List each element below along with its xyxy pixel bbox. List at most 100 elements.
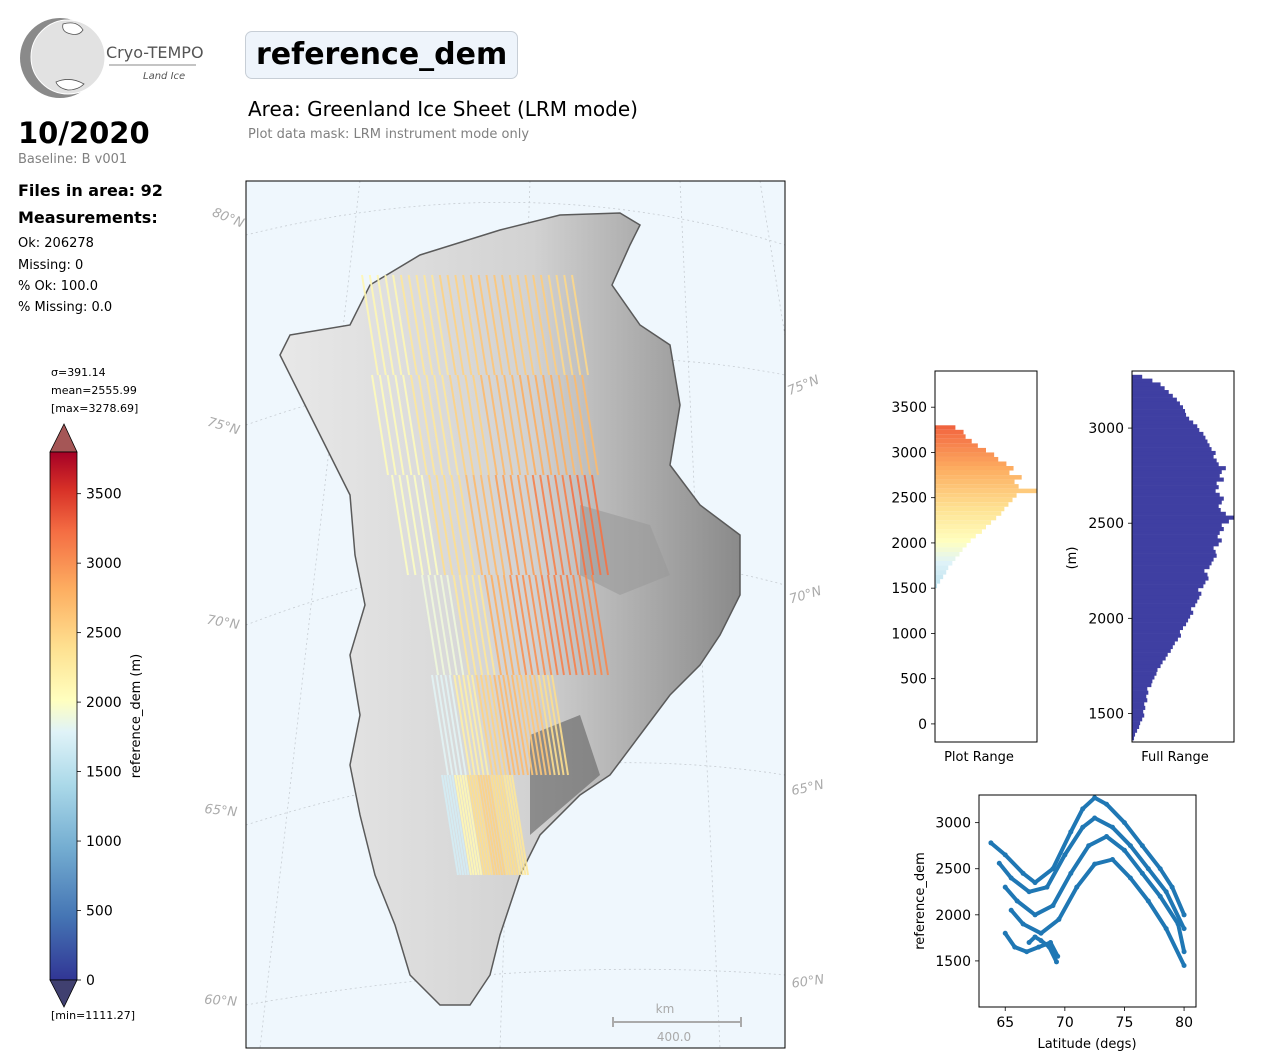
colorbar-tick-label: 3000 <box>86 556 122 572</box>
scatter-series <box>991 798 1184 915</box>
plot-range-bar <box>935 452 994 457</box>
plot-range-ytick-label: 2500 <box>891 491 927 507</box>
full-range-bar <box>1132 394 1173 398</box>
scatter-point <box>1009 875 1014 880</box>
full-range-bar <box>1132 386 1165 390</box>
full-range-bar <box>1132 455 1214 459</box>
full-range-bar <box>1132 687 1147 691</box>
full-range-bar <box>1132 459 1217 463</box>
plot-range-bar <box>935 502 1008 507</box>
full-range-ytick-label: 3000 <box>1088 421 1124 437</box>
plot-range-bar <box>935 484 1019 489</box>
scatter-point <box>1068 829 1073 834</box>
plot-range-bar <box>935 552 959 557</box>
full-range-bar <box>1132 603 1195 607</box>
full-range-bar <box>1132 401 1180 405</box>
plot-range-ytick-label: 3500 <box>891 400 927 416</box>
scatter-point <box>1003 885 1008 890</box>
plot-range-bar <box>935 566 948 571</box>
scatter-point <box>1074 885 1079 890</box>
scatter-point <box>1122 820 1127 825</box>
full-range-xlabel: Full Range <box>1141 750 1209 765</box>
scatter-point <box>1182 963 1187 968</box>
colorbar-tick-label: 500 <box>86 904 113 920</box>
scatter-xtick-label: 70 <box>1056 1015 1074 1031</box>
colorbar-extend-min <box>50 980 77 1007</box>
scatter-point <box>1068 871 1073 876</box>
scatter-point <box>1080 825 1085 830</box>
scatter-xtick-label: 75 <box>1116 1015 1134 1031</box>
scale-value: 400.0 <box>657 1030 691 1044</box>
plot-range-bar <box>935 457 998 462</box>
plot-range-bar <box>935 443 978 448</box>
full-range-bar <box>1132 576 1209 580</box>
full-range-bar <box>1132 375 1142 379</box>
full-range-bar <box>1132 706 1145 710</box>
lat-label-70n-left: 70°N <box>206 613 241 634</box>
full-range-bar <box>1132 512 1226 516</box>
full-range-bar <box>1132 660 1163 664</box>
scatter-point <box>1033 880 1038 885</box>
full-range-bar <box>1132 451 1216 455</box>
full-range-bar <box>1132 729 1137 733</box>
scatter-point <box>1015 899 1020 904</box>
full-range-bar <box>1132 485 1219 489</box>
full-range-bar <box>1132 447 1212 451</box>
scatter-xtick-label: 80 <box>1175 1015 1193 1031</box>
scatter-series <box>1005 837 1184 952</box>
scatter-point <box>1033 934 1038 939</box>
full-range-bar <box>1132 596 1199 600</box>
full-range-bar <box>1132 390 1169 394</box>
plot-range-bar <box>935 561 952 566</box>
scatter-point <box>1176 922 1181 927</box>
full-range-bar <box>1132 664 1161 668</box>
plot-range-bar <box>935 520 991 525</box>
plot-range-ytick-label: 500 <box>900 672 927 688</box>
full-range-bar <box>1132 584 1203 588</box>
full-range-bar <box>1132 439 1207 443</box>
scatter-point <box>1128 875 1133 880</box>
colorbar-label: reference_dem (m) <box>129 654 144 778</box>
full-range-bar <box>1132 565 1210 569</box>
scatter-point <box>1039 931 1044 936</box>
plot-range-bar <box>935 516 996 521</box>
scatter-point <box>1033 912 1038 917</box>
full-range-bar <box>1132 493 1220 497</box>
scatter-point <box>988 840 993 845</box>
scatter-point <box>1170 885 1175 890</box>
full-range-bar <box>1132 653 1168 657</box>
plot-range-histogram: 0 500 1000 1500 2000 2500 3000 3500 Plot Range <box>870 360 1055 780</box>
plot-range-bar <box>935 538 971 543</box>
full-range-bar <box>1132 694 1146 698</box>
full-range-bar <box>1132 618 1188 622</box>
scatter-point <box>1003 852 1008 857</box>
full-range-bar <box>1132 504 1219 508</box>
plot-range-bar <box>935 448 986 453</box>
full-range-bar <box>1132 466 1226 470</box>
full-range-bar <box>1132 679 1152 683</box>
plot-range-bar <box>935 471 1009 476</box>
plot-range-ytick-label: 0 <box>918 717 927 733</box>
full-range-bar <box>1132 622 1186 626</box>
plot-range-bar <box>935 461 1006 466</box>
full-range-bar <box>1132 420 1193 424</box>
full-range-bar <box>1132 691 1148 695</box>
plot-range-bar <box>935 480 1015 485</box>
colorbar-tick-label: 0 <box>86 973 95 989</box>
full-range-bar <box>1132 717 1142 721</box>
full-range-bar <box>1132 436 1205 440</box>
full-range-bar <box>1132 630 1180 634</box>
scatter-point <box>1054 959 1059 964</box>
full-range-bar <box>1132 550 1216 554</box>
full-range-bar <box>1132 569 1204 573</box>
plot-range-bar <box>935 529 982 534</box>
full-range-bar <box>1132 626 1183 630</box>
scatter-point <box>1110 857 1115 862</box>
plot-range-ytick-label: 2000 <box>891 536 927 552</box>
colorbar-tick-label: 2000 <box>86 695 122 711</box>
full-range-bar <box>1132 573 1207 577</box>
full-range-bar <box>1132 599 1197 603</box>
page-title: reference_dem <box>245 31 518 79</box>
full-range-bar <box>1132 405 1183 409</box>
full-range-bar <box>1132 478 1224 482</box>
